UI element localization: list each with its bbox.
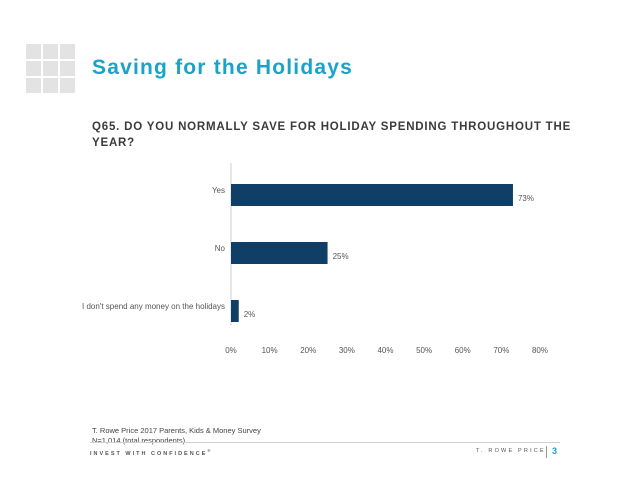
bar-chart: Yes 73% No 25% I don't spend any money on th…	[82, 163, 548, 355]
question-text: Q65. DO YOU NORMALLY SAVE FOR HOLIDAY SP…	[92, 121, 572, 149]
bar	[231, 242, 328, 264]
x-tick-label: 50%	[416, 346, 432, 355]
x-tick-label: 10%	[262, 346, 278, 355]
data-label: 2%	[244, 310, 256, 319]
footer-tagline: INVEST WITH CONFIDENCE®	[90, 448, 212, 457]
footnote: T. Rowe Price 2017 Parents, Kids & Money…	[92, 426, 261, 446]
x-tick-label: 60%	[455, 346, 471, 355]
page-number: 3	[552, 446, 558, 456]
x-tick-label: 80%	[532, 346, 548, 355]
slide-title: Saving for the Holidays	[92, 56, 353, 79]
footnote-base: N=1,014 (total respondents)	[92, 436, 186, 445]
x-tick-label: 0%	[225, 346, 237, 355]
bar	[231, 184, 513, 206]
category-label: I don't spend any money on the holidays	[82, 302, 225, 311]
x-tick-label: 30%	[339, 346, 355, 355]
footer-brand: T. ROWE PRICE	[476, 448, 546, 454]
category-label: Yes	[212, 186, 225, 195]
footer-divider	[90, 442, 560, 443]
tagline-mark: ®	[207, 448, 213, 453]
x-tick-label: 40%	[377, 346, 393, 355]
bar	[231, 300, 239, 322]
tagline-text: INVEST WITH CONFIDENCE	[90, 450, 208, 457]
footnote-source: T. Rowe Price 2017 Parents, Kids & Money…	[92, 426, 261, 435]
data-label: 73%	[518, 194, 534, 203]
logo-grid	[26, 44, 76, 93]
footer-separator	[546, 446, 547, 458]
data-label: 25%	[333, 252, 349, 261]
x-tick-label: 70%	[493, 346, 509, 355]
category-label: No	[215, 244, 226, 253]
x-tick-label: 20%	[300, 346, 316, 355]
